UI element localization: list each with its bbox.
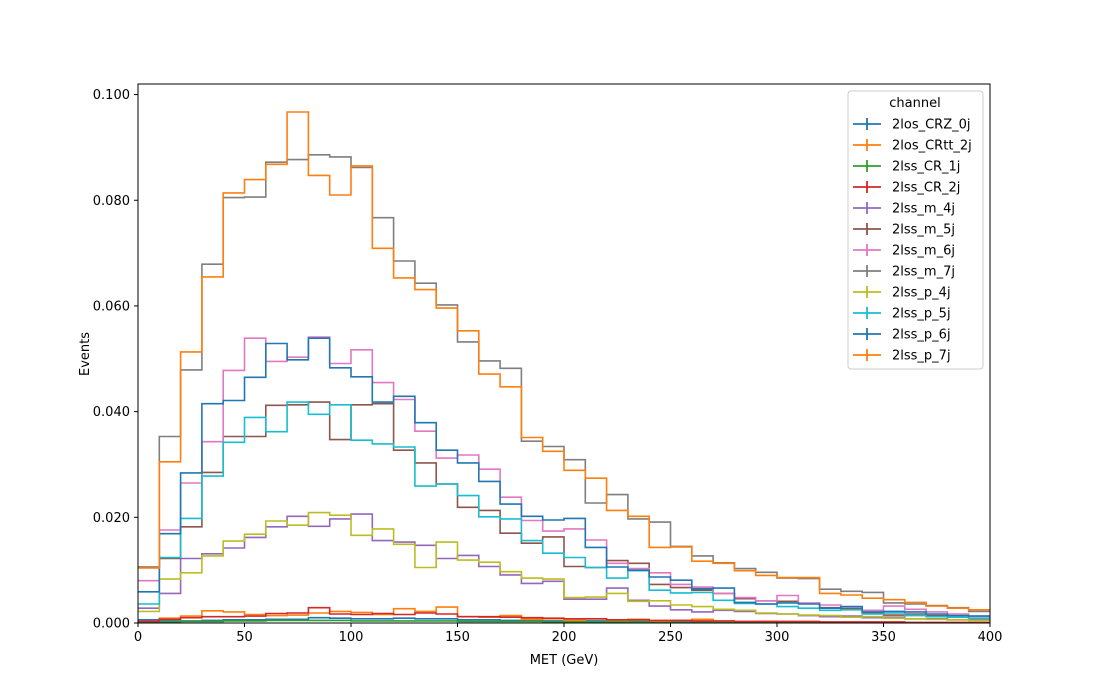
- y-tick-label: 0.040: [93, 405, 130, 420]
- legend-label: 2lss_m_5j: [892, 223, 955, 238]
- legend-label: 2lss_m_6j: [892, 244, 955, 259]
- y-axis-ticks: 0.000 0.020 0.040 0.060 0.080 0.100: [93, 88, 138, 632]
- legend-label: 2lss_p_5j: [892, 307, 951, 322]
- legend-label: 2lss_p_7j: [892, 349, 951, 364]
- y-tick-label: 0.020: [93, 511, 130, 526]
- x-axis-label: MET (GeV): [530, 653, 599, 668]
- legend-items: 2los_CRZ_0j 2los_CRtt_2j 2lss_CR_1j 2lss_CR…: [853, 118, 972, 364]
- legend-label: 2lss_CR_1j: [892, 160, 960, 175]
- legend-label: 2los_CRtt_2j: [892, 139, 972, 154]
- legend-item: 2lss_m_7j: [853, 265, 955, 280]
- legend-label: 2los_CRZ_0j: [892, 118, 971, 133]
- legend-item: 2lss_m_5j: [853, 223, 955, 238]
- series-2lss_p_5j: [138, 401, 990, 619]
- y-tick-label: 0.080: [93, 194, 130, 209]
- legend: channel 2los_CRZ_0j 2los_CRtt_2j 2lss_CR_1…: [847, 90, 984, 370]
- series-2lss_p_7j: [138, 111, 990, 611]
- legend-box: [847, 90, 984, 370]
- x-axis-ticks: 0 50 100 150 200 250 300 350 400: [134, 623, 1003, 645]
- y-tick-label: 0.060: [93, 299, 130, 314]
- histogram-series-layer: [138, 111, 990, 623]
- legend-item: 2lss_p_6j: [853, 328, 951, 343]
- legend-item: 2los_CRZ_0j: [853, 118, 971, 133]
- legend-item: 2lss_p_5j: [853, 307, 951, 322]
- x-tick-label: 250: [658, 630, 683, 645]
- series-2lss_m_4j: [138, 513, 990, 621]
- x-tick-label: 150: [445, 630, 470, 645]
- legend-label: 2lss_p_6j: [892, 328, 951, 343]
- legend-label: 2lss_m_7j: [892, 265, 955, 280]
- legend-item: 2lss_p_7j: [853, 349, 951, 364]
- series-2lss_CR_2j: [138, 606, 990, 623]
- legend-item: 2lss_m_4j: [853, 202, 955, 217]
- x-tick-label: 200: [552, 630, 577, 645]
- legend-label: 2lss_m_4j: [892, 202, 955, 217]
- y-axis-label: Events: [78, 332, 93, 376]
- y-tick-label: 0.000: [93, 617, 130, 632]
- legend-label: 2lss_CR_2j: [892, 181, 960, 196]
- x-tick-label: 100: [339, 630, 364, 645]
- legend-item: 2lss_CR_2j: [853, 181, 960, 196]
- legend-label: 2lss_p_4j: [892, 286, 951, 301]
- y-tick-label: 0.100: [93, 88, 130, 103]
- x-tick-label: 0: [134, 630, 142, 645]
- legend-item: 2lss_CR_1j: [853, 160, 960, 175]
- series-2lss_p_4j: [138, 511, 990, 622]
- legend-item: 2lss_m_6j: [853, 244, 955, 259]
- legend-item: 2lss_p_4j: [853, 286, 951, 301]
- x-tick-label: 350: [871, 630, 896, 645]
- legend-title: channel: [889, 96, 940, 111]
- x-tick-label: 400: [978, 630, 1003, 645]
- legend-item: 2los_CRtt_2j: [853, 139, 972, 154]
- x-tick-label: 300: [765, 630, 790, 645]
- series-2lss_p_6j: [138, 337, 990, 617]
- x-tick-label: 50: [236, 630, 253, 645]
